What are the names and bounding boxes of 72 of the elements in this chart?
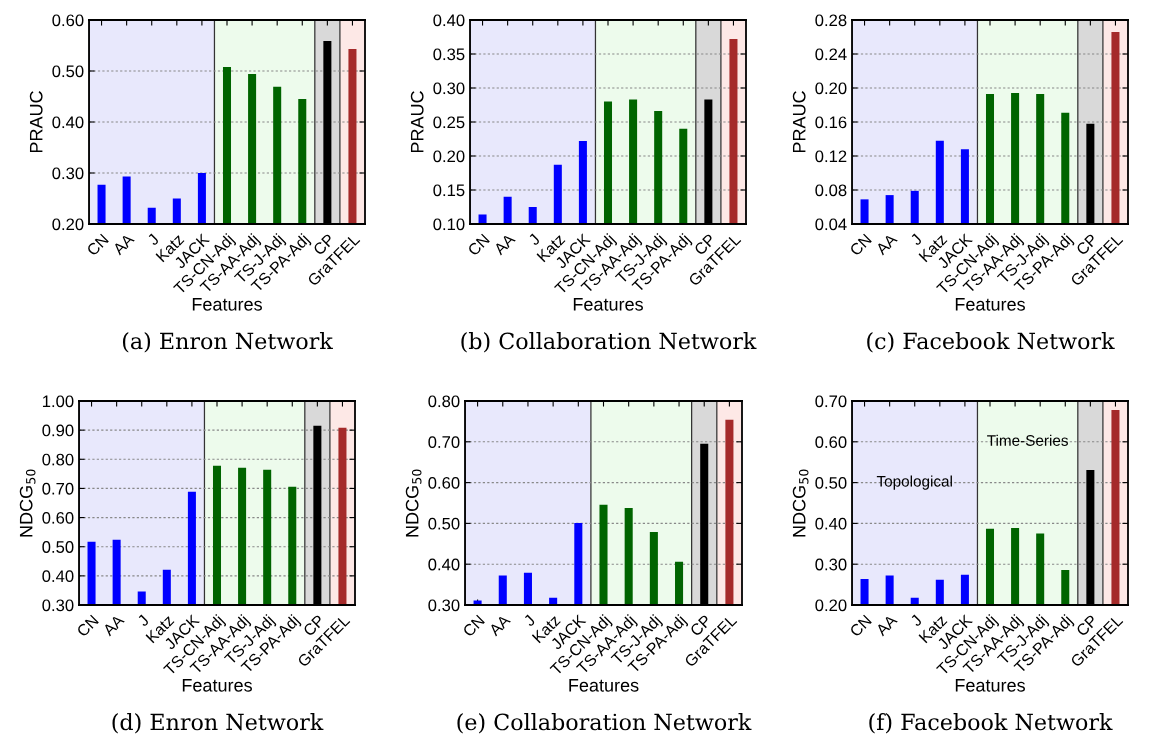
y-tick-label: 0.28 [815,14,847,27]
y-tick-label: 0.20 [52,218,84,231]
y-tick-label: 0.70 [42,482,74,495]
y-tick-label: 0.60 [428,477,460,489]
text: (d) Enron Network [112,713,324,734]
text: (f) Facebook Network [869,713,1113,734]
x-tick-label: AA [493,232,516,256]
y-tick-label: 0.50 [52,65,84,78]
y-tick-label: 0.30 [428,599,460,612]
y-tick-label: 0.40 [428,558,460,571]
y-tick-label: 0.60 [52,14,84,27]
y-tick-label: 0.30 [815,558,847,571]
y-tick-label: 0.15 [433,184,465,197]
y-tick-label: 0.70 [428,436,460,448]
y-axis-title: PRAUC [792,91,806,153]
y-tick-label: 0.60 [42,511,74,524]
band-label: Time-Series [987,434,1068,446]
y-axis-title: NDCG$_{50}$ [792,469,809,537]
x-tick-label: J [522,614,536,628]
y-tick-label: 0.08 [815,184,847,197]
y-tick-label: 0.90 [42,424,74,437]
x-axis-title: Features [192,298,262,311]
x-tick-label: CN [467,233,490,257]
x-tick-label: CN [849,233,872,257]
x-tick-label: AA [102,613,125,637]
y-tick-label: 0.50 [42,541,74,553]
text: (a) Enron Network [122,332,333,353]
y-tick-label: 0.20 [815,599,847,612]
x-tick-label: CN [76,614,99,638]
y-tick-label: 0.40 [815,517,847,530]
y-tick-label: 0.50 [428,517,460,530]
x-tick-label: CN [86,233,109,257]
y-tick-label: 0.04 [815,218,847,231]
y-axis-title: PRAUC [29,91,43,153]
y-tick-label: 0.35 [433,48,465,61]
y-tick-label: 0.30 [433,82,465,95]
y-tick-label: 0.50 [815,477,847,489]
y-tick-label: 0.30 [52,167,84,180]
y-tick-label: 0.10 [433,218,465,231]
text: (e) Collaboration Network [457,713,752,734]
x-axis-title: Features [569,679,639,692]
text: (c) Facebook Network [867,332,1115,353]
x-axis-title: Features [573,298,643,311]
y-tick-label: 0.20 [815,82,847,95]
y-tick-label: 0.80 [42,453,74,466]
band-label: Topological [876,475,952,490]
y-tick-label: 0.16 [815,116,847,129]
x-tick-label: AA [875,613,898,637]
x-tick-label: AA [488,613,511,637]
y-tick-label: 0.40 [42,570,74,583]
x-axis-title: Features [955,679,1025,692]
x-tick-label: AA [875,232,898,256]
y-tick-label: 1.00 [42,395,74,408]
text: (b) Collaboration Network [461,332,757,353]
y-tick-label: 0.25 [433,116,465,129]
y-tick-label: 0.80 [428,395,460,408]
y-tick-label: 0.12 [815,150,847,163]
y-tick-label: 0.40 [52,116,84,129]
x-axis-title: Features [182,679,252,692]
y-tick-label: 0.24 [815,48,847,61]
x-tick-label: CN [849,614,872,638]
y-axis-title: PRAUC [410,91,424,153]
y-tick-label: 0.40 [433,14,465,27]
y-axis-title: NDCG$_{50}$ [405,469,422,537]
x-tick-label: AA [112,232,135,256]
x-axis-title: Features [955,298,1025,311]
y-axis-title: NDCG$_{50}$ [19,469,36,537]
y-tick-label: 0.20 [433,150,465,163]
y-tick-label: 0.30 [42,599,74,612]
y-tick-label: 0.60 [815,436,847,448]
x-tick-label: CN [462,614,485,638]
y-tick-label: 0.70 [815,395,847,408]
